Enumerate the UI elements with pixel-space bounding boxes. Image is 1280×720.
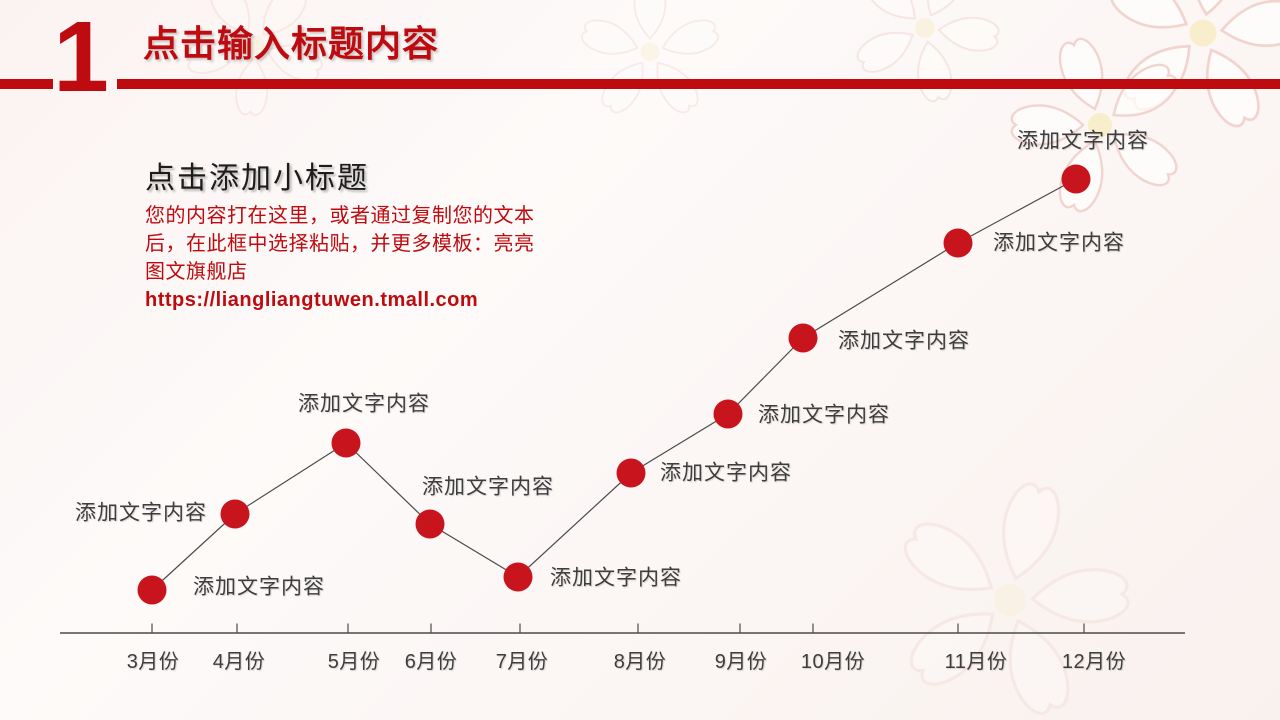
title-underline-right: [117, 79, 1280, 89]
data-point-label[interactable]: 添加文字内容: [993, 232, 1125, 255]
data-point[interactable]: [415, 509, 445, 539]
data-point-label[interactable]: 添加文字内容: [550, 567, 682, 590]
axis-month-label: 9月份: [715, 650, 768, 673]
slide-title[interactable]: 点击输入标题内容: [143, 23, 440, 64]
data-point[interactable]: [1061, 164, 1091, 194]
data-point[interactable]: [137, 575, 167, 605]
axis-month-label: 12月份: [1062, 650, 1126, 673]
section-number: 1: [53, 1, 109, 113]
data-point[interactable]: [943, 228, 973, 258]
axis-month-label: 4月份: [213, 650, 266, 673]
data-point[interactable]: [788, 323, 818, 353]
axis-month-label: 10月份: [801, 650, 865, 673]
axis-month-label: 6月份: [405, 650, 458, 673]
data-point[interactable]: [713, 399, 743, 429]
data-point[interactable]: [616, 458, 646, 488]
axis-month-label: 7月份: [496, 650, 549, 673]
axis-month-label: 11月份: [945, 650, 1008, 673]
axis-month-label: 3月份: [127, 650, 180, 673]
data-point-label[interactable]: 添加文字内容: [660, 462, 792, 485]
shop-link[interactable]: https://liangliangtuwen.tmall.com: [145, 289, 479, 311]
data-point-label[interactable]: 添加文字内容: [75, 502, 207, 525]
data-point-label[interactable]: 添加文字内容: [1017, 130, 1149, 153]
data-point[interactable]: [503, 562, 533, 592]
chart-line: [151, 178, 1077, 591]
body-line: 您的内容打在这里，或者通过复制您的文本: [145, 205, 535, 227]
data-point-label[interactable]: 添加文字内容: [193, 576, 325, 599]
data-point-label[interactable]: 添加文字内容: [838, 330, 970, 353]
data-point[interactable]: [331, 428, 361, 458]
data-point-label[interactable]: 添加文字内容: [758, 404, 890, 427]
data-point[interactable]: [220, 499, 250, 529]
subtitle[interactable]: 点击添加小标题: [145, 162, 369, 195]
axis-month-label: 8月份: [614, 650, 667, 673]
data-point-label[interactable]: 添加文字内容: [422, 476, 554, 499]
data-point-label[interactable]: 添加文字内容: [298, 393, 430, 416]
body-line: 后，在此框中选择粘贴，并更多模板：亮亮: [145, 233, 535, 255]
title-underline-left: [0, 79, 53, 89]
axis-month-label: 5月份: [328, 650, 381, 673]
body-text[interactable]: 您的内容打在这里，或者通过复制您的文本 后，在此框中选择粘贴，并更多模板：亮亮 …: [145, 202, 585, 314]
body-line: 图文旗舰店: [145, 261, 248, 283]
